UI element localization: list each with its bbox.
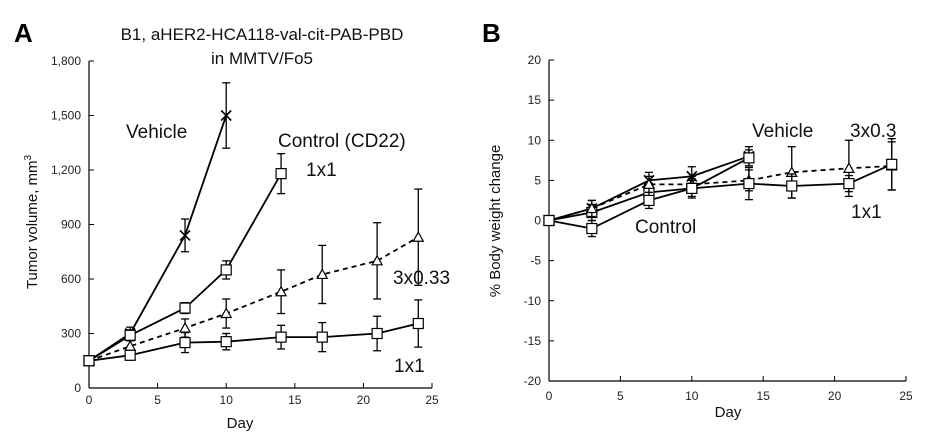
panel-b-series-1x1-point-4: [743, 177, 755, 190]
panel-b-series-1x1-point-2: [643, 194, 655, 207]
panel-b-series-3x0-3-point-6: [842, 162, 855, 173]
panel-b-series-1x1-point-7: [886, 158, 898, 170]
panel-b-y-tick-label-3: -5: [530, 254, 541, 268]
panel-b-series-3x0-3-point-2: [642, 178, 655, 189]
panel-a-y-tick-label-6: 1,800: [51, 54, 81, 68]
panel-a-annotation-vehicle: Vehicle: [126, 122, 187, 143]
panel-a-y-axis-label: Tumor volume, mm3: [23, 154, 41, 289]
panel-b-x-tick-label-2: 10: [685, 389, 699, 403]
panel-b-x-tick-label-4: 20: [828, 389, 842, 403]
panel-b-x-tick-label-3: 15: [757, 389, 771, 403]
panel-a-title-line-2: in MMTV/Fo5: [211, 49, 313, 68]
panel-a-x-axis-label: Day: [227, 415, 254, 432]
panel-b-annotation-vehicle: Vehicle: [752, 121, 813, 142]
panel-b-series-1x1-point-3: [686, 182, 698, 194]
panel-a-x-tick-label-4: 20: [357, 393, 371, 407]
panel-a-series-3x0-33-point-7: [412, 230, 425, 242]
panel-a-series-control-cd22-1x1-point-3: [220, 264, 232, 276]
panel-a-series-1x1-point-3: [220, 336, 232, 348]
panel-b-y-tick-label-7: 15: [528, 93, 542, 107]
panel-b-y-tick-label-5: 5: [534, 173, 541, 187]
panel-a-series-3x0-33-point-2: [179, 321, 192, 333]
panel-a-annotation-3x0-33: 3x0.33: [393, 268, 450, 289]
panel-a-label: A: [14, 18, 33, 48]
panel-b-y-tick-label-6: 10: [528, 133, 542, 147]
panel-a-y-axis-label-text: Tumor volume, mm: [24, 160, 41, 289]
panel-a-series-1x1-point-6: [371, 327, 383, 340]
panel-b-annotation-1x1: 1x1: [851, 202, 882, 223]
panel-a-series-1x1-point-7: [412, 317, 424, 330]
panel-a-series-3x0-33-point-4: [275, 285, 288, 297]
panel-b-series-control-point-4: [743, 152, 755, 164]
panel-a-series-1x1-point-5: [316, 331, 328, 343]
panel-a-series-1x1-point-1: [124, 349, 136, 361]
panel-b-series-3x0-3-point-1: [585, 202, 598, 214]
panel-b-y-axis-label: % Body weight change: [487, 145, 504, 298]
panel-a-series-3x0-33-point-5: [316, 268, 329, 280]
panel-b-x-axis-label: Day: [715, 404, 742, 421]
panel-b-y-tick-label-8: 20: [528, 53, 542, 67]
panel-b-y-tick-label-0: -20: [524, 374, 542, 388]
panel-a-series-3x0-33-line: [88, 236, 419, 362]
panel-a-annotation-control-dose: 1x1: [306, 160, 337, 181]
panel-a-x-tick-label-1: 5: [154, 393, 161, 407]
panel-a-x-tick-label-5: 25: [425, 393, 439, 407]
panel-a-y-tick-label-3: 900: [61, 218, 81, 232]
panel-b-y-tick-label-4: 0: [534, 214, 541, 228]
panel-b-label: B: [482, 18, 501, 48]
panel-b-series-1x1-point-6: [843, 177, 855, 190]
panel-a-x-tick-label-0: 0: [86, 393, 93, 407]
panel-a-title-line-1: B1, aHER2-HCA118-val-cit-PAB-PBD: [121, 25, 404, 44]
panel-b-annotation-3x0-3: 3x0.3: [850, 121, 896, 142]
panel-a-annotation-1x1: 1x1: [394, 356, 425, 377]
panel-a-series-1x1-line: [88, 322, 419, 362]
panel-a-series-1x1-point-2: [179, 336, 191, 349]
panel-a-series-1x1-point-4: [275, 331, 287, 343]
panel-a-series-3x0-33-point-3: [220, 307, 233, 319]
panel-a-y-tick-label-4: 1,200: [51, 163, 81, 177]
panel-b-x-tick-label-1: 5: [617, 389, 624, 403]
panel-a-y-axis-label-superscript: 3: [23, 154, 34, 160]
panel-b-series-1x1-point-1: [586, 222, 598, 235]
panel-b-annotation-control: Control: [635, 217, 696, 238]
panel-b-series-1x1-line: [548, 163, 893, 230]
panel-a-y-tick-label-1: 300: [61, 327, 81, 341]
panel-a-series-control-cd22-1x1-point-4: [275, 168, 287, 180]
panel-a-series-vehicle-point-3: [220, 109, 232, 122]
panel-b-y-tick-label-1: -15: [524, 334, 542, 348]
panel-a-x-tick-label-3: 15: [288, 393, 302, 407]
panel-a-chart: 0 5 10 15 20 25 0 300 600 900 1,200 1,500 1,800: [51, 54, 439, 407]
panel-a-y-tick-label-2: 600: [61, 272, 81, 286]
panel-a-series-control-cd22-1x1-point-1: [124, 329, 136, 341]
panel-a-series-3x0-33-point-6: [371, 254, 384, 266]
panel-b-series-1x1-point-0: [543, 214, 555, 227]
panel-b-x-tick-label-0: 0: [546, 389, 553, 403]
panel-b-chart: 0 5 10 15 20 25 -20 -15 -10 -5 0 5 10 15 20: [524, 53, 913, 403]
panel-b-x-tick-label-5: 25: [899, 389, 913, 403]
panel-b-series-1x1-point-5: [786, 180, 798, 192]
panel-a-series-control-cd22-1x1-point-2: [179, 302, 191, 314]
panel-a-y-tick-label-0: 0: [74, 381, 81, 395]
panel-b-series-3x0-3-line: [548, 165, 892, 222]
panel-a-series-vehicle-line: [88, 115, 228, 362]
panel-a-series-vehicle-point-2: [179, 229, 191, 241]
panel-a-x-tick-label-2: 10: [220, 393, 234, 407]
panel-a-y-tick-label-5: 1,500: [51, 109, 81, 123]
panel-a-series-1x1-point-0: [83, 355, 95, 367]
panel-a-annotation-control-cd22: Control (CD22): [278, 131, 406, 152]
panel-b-y-tick-label-2: -10: [524, 294, 542, 308]
